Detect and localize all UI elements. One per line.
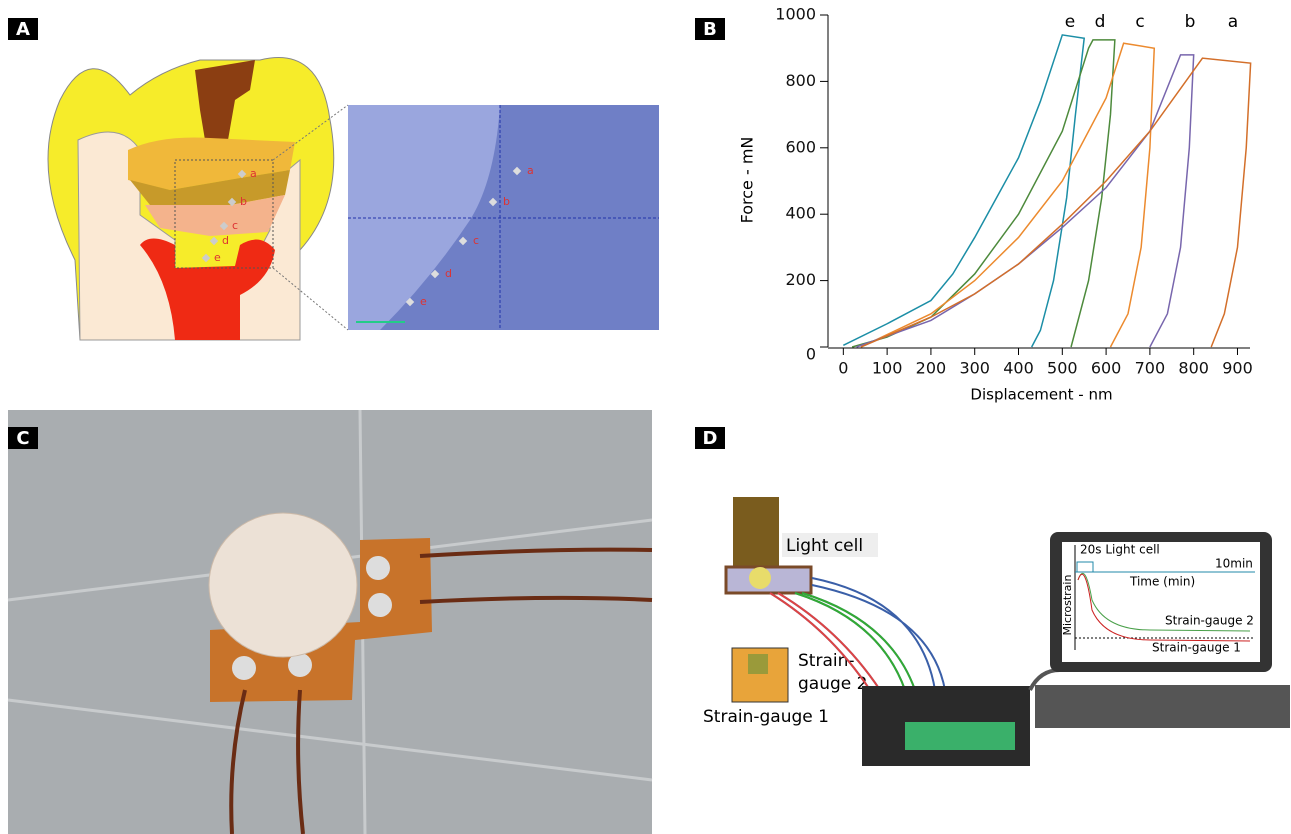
series-line (852, 40, 1115, 347)
series-label: b (1185, 12, 1196, 32)
point-label: a (527, 164, 534, 177)
figure: A B C D Light cell Strain- gauge 2 S (0, 0, 1291, 834)
y-tick-label: 800 (785, 71, 816, 90)
y-axis-label: Force - mN (738, 137, 757, 224)
point-label: b (503, 195, 510, 208)
x-axis-label: Displacement - nm (970, 386, 1112, 404)
y-tick-label: 400 (785, 204, 816, 223)
x-tick-label: 700 (1135, 359, 1166, 378)
point-label: c (473, 234, 479, 247)
x-tick-label: 600 (1091, 359, 1122, 378)
tooth-schematic (48, 58, 348, 341)
series-line (861, 43, 1154, 347)
series-label: e (1065, 12, 1075, 32)
panel-label: D (703, 428, 718, 449)
screen-label: Microstrain (1061, 575, 1074, 636)
solder (232, 656, 256, 680)
logger-terminals (905, 722, 1015, 750)
y-tick-label: 1000 (775, 5, 816, 24)
screen-label: Strain-gauge 1 (1152, 641, 1241, 655)
screen-label: 10min (1215, 557, 1253, 571)
point-label: e (420, 295, 427, 308)
y-tick-label: 0 (806, 345, 816, 364)
laptop-keyboard (1035, 685, 1290, 728)
layer-label: d (222, 234, 229, 247)
screen-label: Time (min) (1129, 575, 1195, 589)
x-tick-label: 100 (872, 359, 903, 378)
gauge-grid (748, 654, 768, 674)
light-cell (733, 497, 779, 567)
layer-label: e (214, 251, 221, 264)
layer-label: c (232, 219, 238, 232)
x-tick-label: 500 (1047, 359, 1078, 378)
x-tick-label: 300 (959, 359, 990, 378)
specimen (209, 513, 357, 657)
solder (368, 593, 392, 617)
x-tick-label: 900 (1222, 359, 1253, 378)
x-tick-label: 200 (916, 359, 947, 378)
sensor (749, 567, 771, 589)
strain-gauge-1-label: Strain-gauge 1 (703, 707, 829, 727)
series-label: a (1228, 12, 1238, 32)
x-tick-label: 0 (838, 359, 848, 378)
strain-gauge-2-label: Strain- (798, 651, 855, 671)
y-tick-label: 200 (785, 270, 816, 289)
series-label: c (1135, 12, 1144, 32)
y-tick-label: 600 (785, 137, 816, 156)
layer-label: b (240, 195, 247, 208)
solder (366, 556, 390, 580)
panel-label: A (16, 19, 30, 40)
screen-label: 20s Light cell (1080, 543, 1160, 557)
light-cell-label: Light cell (786, 536, 863, 556)
strain-gauge-2-label: gauge 2 (798, 674, 867, 694)
panel-label: B (703, 19, 717, 40)
x-tick-label: 800 (1178, 359, 1209, 378)
series-label: d (1095, 12, 1106, 32)
x-tick-label: 400 (1003, 359, 1034, 378)
screen-label: Strain-gauge 2 (1165, 614, 1254, 628)
point-label: d (445, 267, 452, 280)
panel-label: C (16, 428, 29, 449)
layer-label: a (250, 167, 257, 180)
